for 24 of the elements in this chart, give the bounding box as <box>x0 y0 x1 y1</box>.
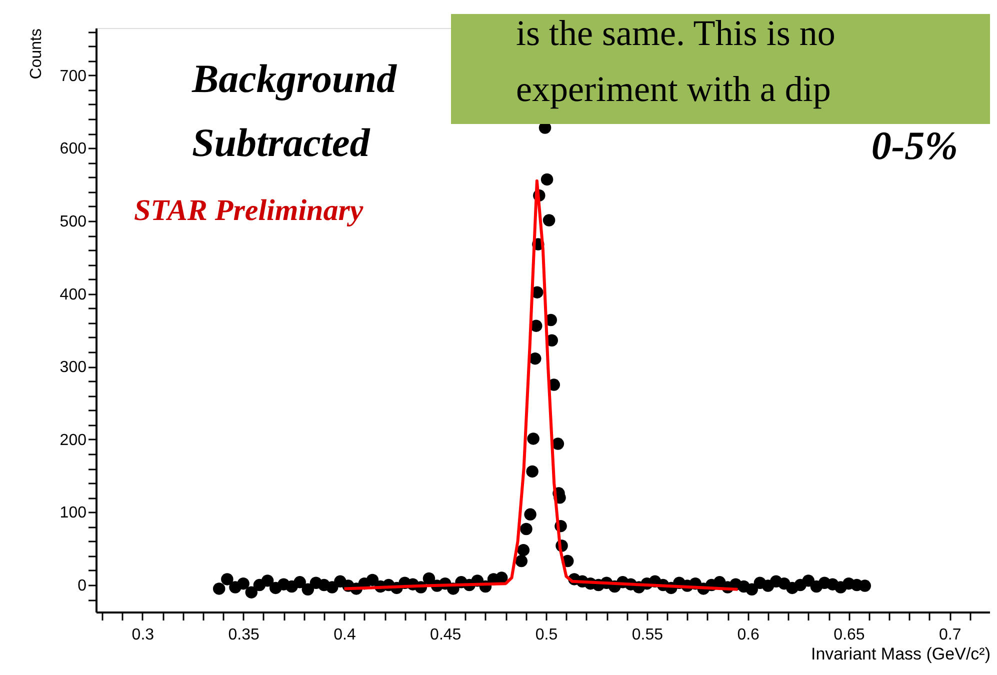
annotation: Background Subtracted <box>191 56 398 165</box>
y-tick-label: 400 <box>60 286 87 304</box>
x-tick-label: 0.7 <box>939 626 962 644</box>
y-tick-label: 100 <box>60 504 87 522</box>
y-tick-label: 200 <box>60 432 87 449</box>
y-tick-label: 300 <box>60 359 87 376</box>
x-tick-label: 0.45 <box>430 626 462 644</box>
x-tick-label: 0.6 <box>737 626 760 644</box>
annotation: is the same. This is no <box>516 13 836 53</box>
y-tick-label: 500 <box>60 213 87 230</box>
y-tick-label: 700 <box>60 68 87 85</box>
annotation: experiment with a dip <box>516 69 831 109</box>
x-axis-title: Invariant Mass (GeV/c²) <box>811 644 990 664</box>
x-tick-label: 0.65 <box>834 626 865 644</box>
x-tick-label: 0.3 <box>132 626 154 644</box>
x-tick-label: 0.35 <box>228 626 260 644</box>
y-tick-label: 600 <box>60 140 87 158</box>
x-tick-label: 0.5 <box>535 626 558 644</box>
x-tick-label: 0.4 <box>334 626 356 644</box>
annotation: 0-5% <box>871 123 958 168</box>
y-axis-title: Counts <box>28 28 45 80</box>
annotation: STAR Preliminary <box>134 194 364 227</box>
x-tick-label: 0.55 <box>632 626 664 644</box>
y-tick-label: 0 <box>78 578 87 595</box>
